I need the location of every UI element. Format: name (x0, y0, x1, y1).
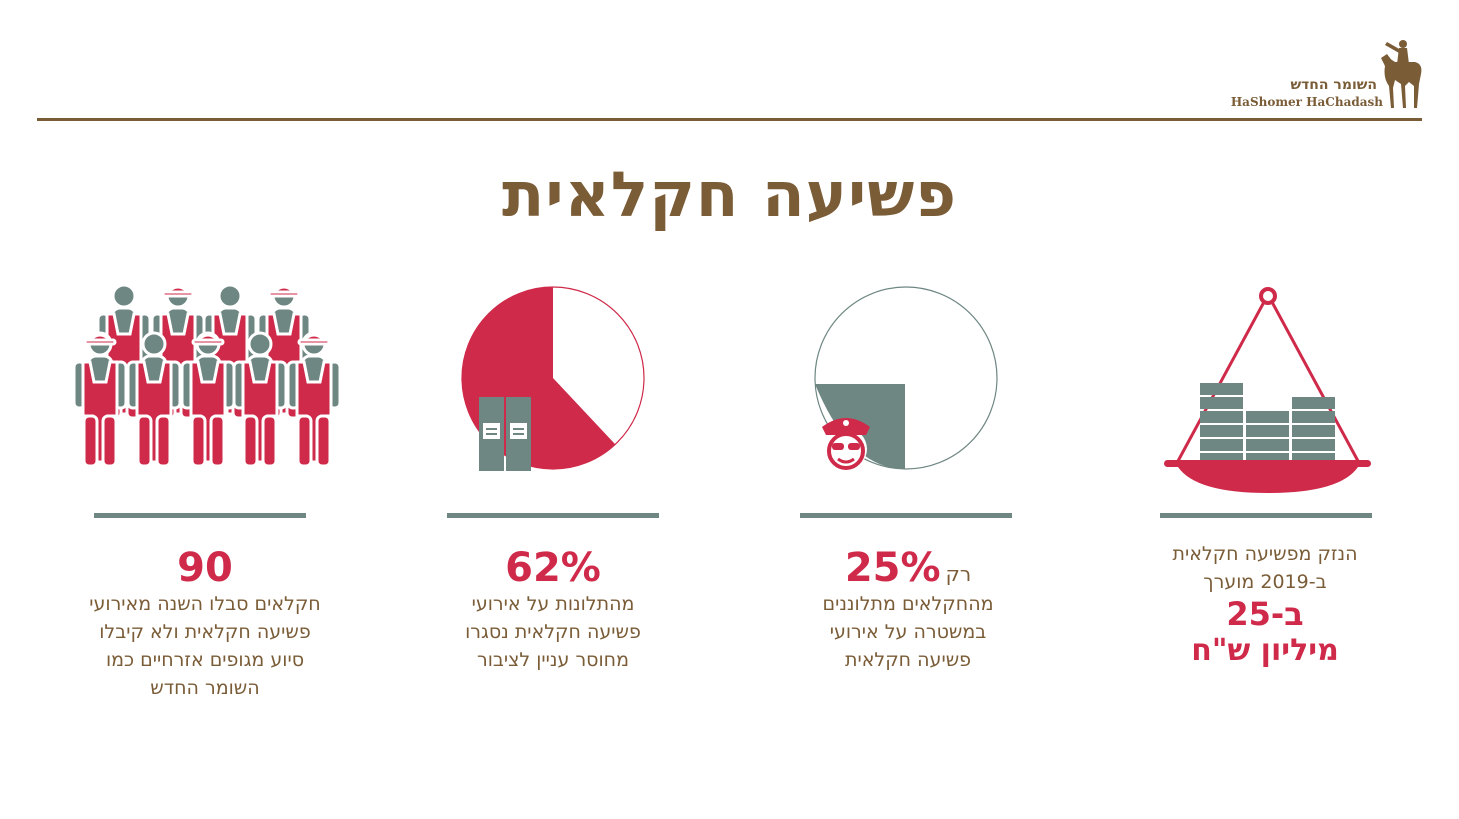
farmers-crowd-icon (72, 283, 342, 468)
divider-farmers (94, 513, 306, 518)
logo-hebrew-text: השומר החדש (1290, 77, 1377, 93)
stat-damage-unit: מיליון ש"ח (1191, 633, 1339, 668)
header-divider (37, 118, 1422, 121)
stat-police-line-1: מהחקלאים מתלוננים (822, 593, 994, 615)
stat-damage-line-1: הנזק מפשיעה חקלאית (1172, 543, 1358, 565)
stat-farmers-line-2: פשיעה חקלאית ולא קיבלו (99, 621, 311, 643)
stat-damage-value: ב-25 (1226, 595, 1304, 633)
file-cabinet-icon (479, 397, 531, 471)
money-scale-icon (1164, 287, 1371, 493)
police-officer-icon (822, 418, 870, 470)
stat-complaints-line-1: מהתלונות על אירועי (471, 593, 635, 615)
stat-complaints-value: 62% (505, 545, 601, 591)
stat-farmers-line-3: סיוע מגופים אזרחיים כמו (105, 649, 305, 671)
stat-police-headline: רק 25% (758, 548, 1058, 590)
stat-damage: הנזק מפשיעה חקלאית ב-2019 מוערך ב-25 מיל… (1115, 540, 1415, 672)
stat-complaints-line-3: מחוסר עניין לציבור (476, 649, 629, 671)
horse-rider-icon (1381, 40, 1422, 108)
pie-police-icon (814, 286, 998, 470)
stat-police-prefix: רק (945, 562, 972, 586)
stat-farmers-line-1: חקלאים סבלו השנה מאירועי (89, 593, 321, 615)
stat-complaints: 62% מהתלונות על אירועי פשיעה חקלאית נסגר… (403, 548, 703, 674)
logo-english-text: HaShomer HaChadash (1230, 95, 1383, 109)
stat-police-line-3: פשיעה חקלאית (844, 649, 972, 671)
page-title: פשיעה חקלאית (501, 158, 958, 231)
divider-complaints (447, 513, 659, 518)
stat-police: רק 25% מהחקלאים מתלוננים במשטרה על אירוע… (758, 548, 1058, 674)
hashomer-logo: השומר החדש HaShomer HaChadash (1225, 36, 1425, 114)
stat-farmers-line-4: השומר החדש (150, 677, 260, 699)
pie-closed-files-icon (461, 286, 645, 471)
stat-damage-line-2: ב-2019 מוערך (1203, 571, 1327, 593)
stat-police-line-2: במשטרה על אירועי (829, 621, 987, 643)
money-stacks-icon (1200, 383, 1335, 463)
stat-complaints-line-2: פשיעה חקלאית נסגרו (465, 621, 641, 643)
stat-police-value: 25% (844, 545, 941, 591)
divider-damage (1160, 513, 1372, 518)
stat-farmers: 90 חקלאים סבלו השנה מאירועי פשיעה חקלאית… (50, 548, 360, 702)
divider-police (800, 513, 1012, 518)
stat-farmers-value: 90 (177, 545, 233, 591)
